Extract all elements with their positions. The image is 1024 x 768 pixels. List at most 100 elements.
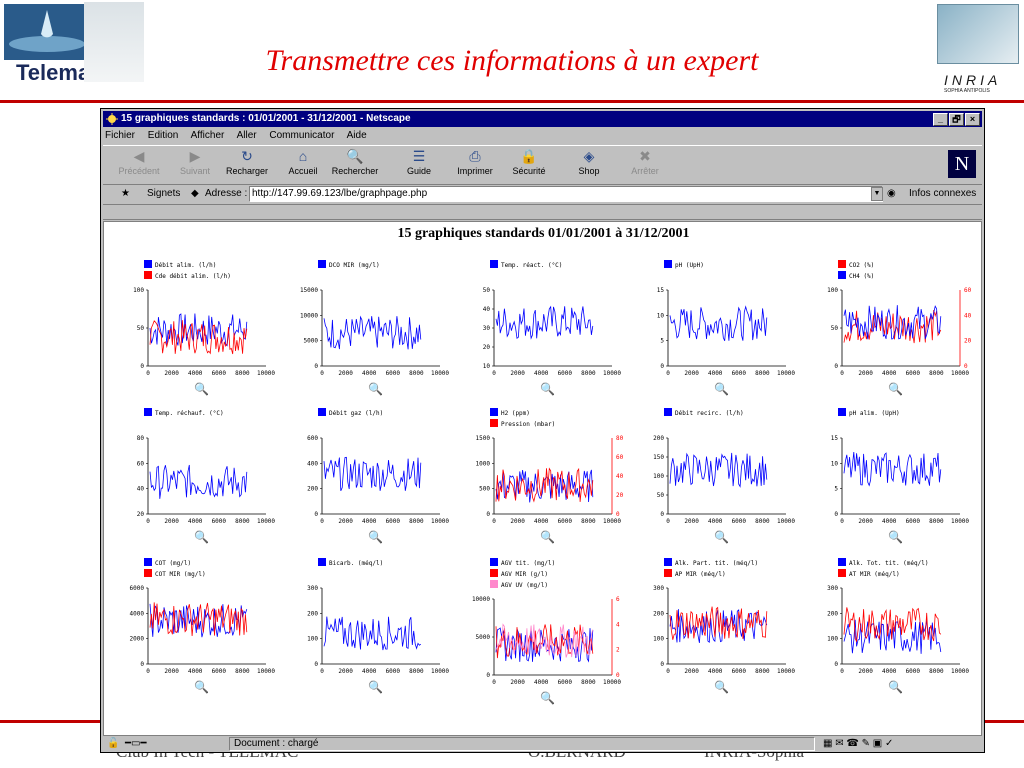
- y2-tick-label: 0: [964, 363, 968, 370]
- back-arrow-icon: ◀: [133, 148, 145, 164]
- y-tick-label: 0: [140, 661, 144, 668]
- menu-bar: Fichier Edition Afficher Aller Communica…: [105, 128, 377, 144]
- zoom-magnifier-icon[interactable]: 🔍: [540, 530, 555, 544]
- y-tick-label: 200: [307, 486, 318, 493]
- zoom-magnifier-icon[interactable]: 🔍: [714, 680, 729, 694]
- zoom-magnifier-icon[interactable]: 🔍: [888, 530, 903, 544]
- toolbar-forward-arrow-button[interactable]: ▶ Suivant: [169, 148, 221, 176]
- personal-toolbar: [103, 205, 982, 220]
- related-links-button[interactable]: Infos connexes: [909, 188, 977, 199]
- x-tick-label: 4000: [534, 518, 549, 525]
- toolbar-guide-button[interactable]: ☰ Guide: [393, 148, 445, 176]
- component-bar-icons[interactable]: ▦ ✉ ☎ ✎ ▣ ✓: [823, 738, 894, 749]
- legend-label: CH4 (%): [849, 273, 875, 280]
- menu-fichier[interactable]: Fichier: [105, 130, 136, 141]
- zoom-magnifier-icon[interactable]: 🔍: [540, 382, 555, 396]
- toolbar-shop-button[interactable]: ◈ Shop: [563, 148, 615, 176]
- maximize-button[interactable]: 🗗: [949, 113, 964, 126]
- x-tick-label: 2000: [858, 370, 873, 377]
- x-tick-label: 8000: [409, 668, 424, 675]
- x-tick-label: 6000: [386, 370, 401, 377]
- x-tick-label: 2000: [510, 679, 525, 686]
- y-tick-label: 10000: [300, 312, 318, 319]
- menu-edition[interactable]: Edition: [147, 130, 179, 141]
- close-button[interactable]: ×: [965, 113, 980, 126]
- toolbar-search-button[interactable]: 🔍 Rechercher: [329, 148, 381, 176]
- legend-label: pH alim. (UpH): [849, 410, 900, 417]
- legend-swatch: [838, 260, 846, 268]
- x-tick-label: 0: [146, 370, 150, 377]
- zoom-magnifier-icon[interactable]: 🔍: [194, 382, 209, 396]
- toolbar-lock-button[interactable]: 🔒 Sécurité: [503, 148, 555, 176]
- y-tick-label: 300: [653, 585, 664, 592]
- y-tick-label: 5: [660, 338, 664, 345]
- chart-axis: [321, 588, 440, 665]
- x-tick-label: 0: [320, 668, 324, 675]
- zoom-magnifier-icon[interactable]: 🔍: [888, 680, 903, 694]
- zoom-magnifier-icon[interactable]: 🔍: [368, 382, 383, 396]
- chart-9: 200 150 100 50 00 2000 4000 6000 8000 10000: [653, 435, 795, 525]
- zoom-magnifier-icon[interactable]: 🔍: [194, 530, 209, 544]
- y-tick-label: 0: [834, 511, 838, 518]
- bookmarks-button[interactable]: Signets: [147, 188, 181, 199]
- menu-communicator[interactable]: Communicator: [269, 130, 335, 141]
- legend-label: pH (UpH): [675, 262, 704, 269]
- security-lock-icon[interactable]: 🔓: [107, 738, 120, 749]
- bookmarks-icon[interactable]: ★: [121, 188, 130, 199]
- x-tick-label: 6000: [732, 370, 747, 377]
- zoom-magnifier-icon[interactable]: 🔍: [888, 382, 903, 396]
- menu-afficher[interactable]: Afficher: [190, 130, 225, 141]
- x-tick-label: 4000: [188, 668, 203, 675]
- y-tick-label: 15: [657, 287, 665, 294]
- menu-aller[interactable]: Aller: [236, 130, 257, 141]
- y-tick-label: 40: [137, 486, 145, 493]
- x-tick-label: 8000: [929, 668, 944, 675]
- legend-swatch: [490, 580, 498, 588]
- x-tick-label: 4000: [882, 370, 897, 377]
- x-tick-label: 0: [666, 518, 670, 525]
- x-tick-label: 0: [492, 518, 496, 525]
- chart-14-legend-item: AP MIR (méq/l): [664, 569, 726, 580]
- series-line: [843, 305, 942, 340]
- toolbar-stop-button[interactable]: ✖ Arrêter: [619, 148, 671, 176]
- toolbar-reload-button[interactable]: ↻ Recharger: [221, 148, 273, 176]
- minimize-button[interactable]: _: [933, 113, 948, 126]
- zoom-magnifier-icon[interactable]: 🔍: [540, 691, 555, 705]
- menu-aide[interactable]: Aide: [346, 130, 367, 141]
- x-tick-label: 2000: [338, 370, 353, 377]
- x-tick-label: 2000: [684, 518, 699, 525]
- x-tick-label: 8000: [409, 370, 424, 377]
- zoom-magnifier-icon[interactable]: 🔍: [194, 680, 209, 694]
- y-tick-label: 0: [660, 511, 664, 518]
- netscape-app-icon: [106, 113, 118, 125]
- window-titlebar[interactable]: 15 graphiques standards : 01/01/2001 - 3…: [103, 111, 982, 127]
- zoom-magnifier-icon[interactable]: 🔍: [714, 530, 729, 544]
- address-dropdown-icon[interactable]: ▼: [871, 187, 883, 201]
- zoom-magnifier-icon[interactable]: 🔍: [368, 530, 383, 544]
- related-icon[interactable]: ◉: [887, 188, 896, 199]
- zoom-magnifier-icon[interactable]: 🔍: [714, 382, 729, 396]
- x-tick-label: 10000: [951, 668, 969, 675]
- legend-label: Pression (mbar): [501, 421, 556, 428]
- address-input[interactable]: http://147.99.69.123/lbe/graphpage.php: [249, 186, 883, 202]
- toolbar-home-button[interactable]: ⌂ Accueil: [277, 148, 329, 176]
- netscape-logo[interactable]: N: [948, 150, 976, 178]
- y2-tick-label: 20: [964, 338, 972, 345]
- y-tick-label: 200: [653, 435, 664, 442]
- series-line: [495, 623, 594, 658]
- y-tick-label: 60: [137, 460, 145, 467]
- y2-tick-label: 4: [616, 621, 620, 628]
- y-tick-label: 5000: [304, 338, 319, 345]
- chart-7-legend-item: Débit gaz (l/h): [318, 408, 383, 419]
- series-line: [495, 467, 594, 503]
- y-tick-label: 20: [483, 344, 491, 351]
- zoom-magnifier-icon[interactable]: 🔍: [368, 680, 383, 694]
- toolbar-back-arrow-button[interactable]: ◀ Précédent: [113, 148, 165, 176]
- chart-6: 80 60 40 200 2000 4000 6000 8000 10000: [137, 435, 276, 525]
- toolbar-print-button[interactable]: ⎙ Imprimer: [449, 148, 501, 176]
- y-tick-label: 0: [486, 511, 490, 518]
- series-line: [495, 469, 594, 503]
- y2-tick-label: 2: [616, 647, 620, 654]
